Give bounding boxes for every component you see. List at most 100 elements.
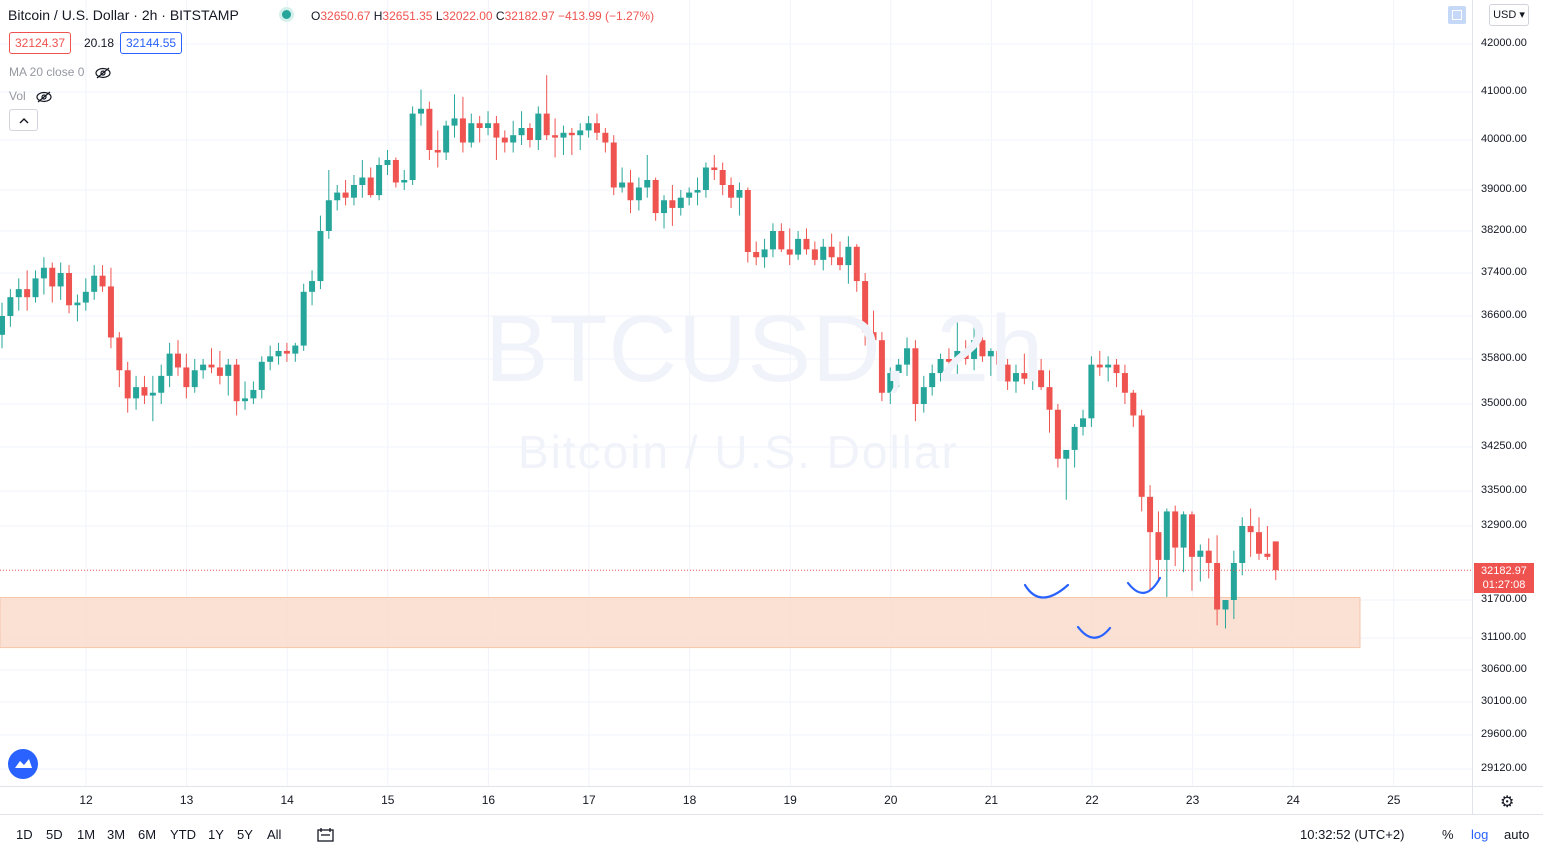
candle: [1230, 550, 1237, 619]
candle: [1188, 511, 1195, 591]
chevron-up-icon: [19, 117, 28, 124]
clock-timezone[interactable]: 10:32:52 (UTC+2): [1300, 827, 1405, 842]
candle: [166, 342, 173, 388]
candle: [929, 364, 936, 396]
range-button-6m[interactable]: 6M: [138, 827, 157, 842]
candle: [258, 356, 265, 399]
time-tick-label: 13: [179, 793, 194, 807]
candle: [401, 170, 408, 190]
candle: [342, 180, 349, 206]
range-button-1y[interactable]: 1Y: [208, 827, 224, 842]
candle: [158, 364, 165, 404]
candle: [300, 283, 307, 351]
candle: [878, 332, 885, 402]
candle: [1021, 353, 1028, 385]
fullscreen-icon[interactable]: [1448, 6, 1466, 24]
range-button-5d[interactable]: 5D: [46, 827, 63, 842]
candle: [761, 238, 768, 268]
annotation-arc: [1076, 625, 1112, 639]
candle: [459, 96, 466, 153]
candle: [267, 345, 274, 371]
candle: [1222, 600, 1229, 629]
candle: [82, 278, 89, 311]
goto-date-icon[interactable]: [317, 827, 334, 842]
candle: [820, 238, 827, 271]
candle: [216, 350, 223, 385]
time-tick-label: 21: [984, 793, 999, 807]
watermark-name: Bitcoin / U.S. Dollar: [518, 426, 959, 478]
candle: [275, 342, 282, 365]
time-tick-label: 19: [783, 793, 797, 807]
price-tick-label: 30600.00: [1481, 663, 1527, 675]
indicator-ma[interactable]: MA 20 close 0: [9, 65, 112, 79]
price-tick-label: 31700.00: [1481, 593, 1527, 605]
candle: [996, 342, 1003, 374]
candle: [334, 185, 341, 211]
indicator-vol[interactable]: Vol: [9, 89, 53, 103]
currency-selector[interactable]: USD ▾: [1489, 4, 1529, 26]
candle: [384, 150, 391, 175]
candle: [568, 128, 575, 155]
candle: [116, 332, 123, 388]
candle: [1088, 356, 1095, 427]
candle: [66, 265, 73, 314]
collapse-legend-button[interactable]: [9, 109, 38, 131]
candle: [1197, 544, 1204, 582]
candle: [250, 381, 257, 404]
candle: [526, 123, 533, 148]
candle: [292, 342, 299, 362]
candle: [635, 177, 642, 211]
candle: [0, 302, 5, 349]
auto-toggle[interactable]: auto: [1504, 827, 1530, 842]
candle: [40, 257, 47, 295]
price-tick-label: 29120.00: [1481, 762, 1527, 774]
eye-hidden-icon[interactable]: [35, 91, 53, 103]
candle: [837, 241, 843, 271]
candle: [376, 157, 383, 201]
time-tick-label: 24: [1286, 793, 1300, 807]
eye-hidden-icon[interactable]: [94, 67, 112, 79]
candle: [367, 167, 374, 198]
range-button-3m[interactable]: 3M: [107, 827, 126, 842]
candle: [870, 310, 877, 343]
watermark-symbol: BTCUSD, 2h: [485, 296, 1045, 402]
candle: [954, 321, 961, 376]
candle: [702, 162, 709, 198]
gear-icon[interactable]: ⚙: [1500, 794, 1515, 811]
annotations: [1023, 576, 1162, 639]
open-value: 32650.67: [320, 9, 371, 23]
candle: [736, 182, 743, 216]
close-value: 32182.97: [504, 9, 555, 23]
range-button-1d[interactable]: 1D: [16, 827, 33, 842]
range-button-1m[interactable]: 1M: [77, 827, 96, 842]
candle: [501, 130, 508, 153]
candle: [418, 89, 424, 126]
percent-toggle[interactable]: %: [1442, 827, 1454, 842]
candle: [57, 262, 64, 300]
candle: [141, 375, 148, 404]
symbol-title[interactable]: Bitcoin / U.S. Dollar · 2h · BITSTAMP: [8, 7, 239, 23]
time-tick-label: 25: [1387, 793, 1401, 807]
ask-price-button[interactable]: 32144.55: [120, 32, 183, 54]
candle: [1172, 505, 1179, 567]
bid-price-button[interactable]: 32124.37: [9, 32, 72, 54]
range-button-ytd[interactable]: YTD: [170, 827, 196, 842]
candle: [543, 75, 550, 140]
candle: [283, 342, 290, 362]
candle: [49, 262, 56, 303]
candle: [1247, 508, 1254, 557]
candle: [107, 267, 114, 349]
candle: [593, 113, 600, 140]
time-tick-label: 12: [79, 793, 93, 807]
candle: [183, 353, 190, 399]
log-toggle[interactable]: log: [1471, 827, 1489, 842]
candle: [560, 125, 567, 155]
range-button-all[interactable]: All: [267, 827, 282, 842]
candle: [912, 340, 919, 422]
current-price: 32182.97: [1481, 565, 1527, 577]
tradingview-logo-icon[interactable]: [8, 749, 38, 779]
candle: [1012, 364, 1019, 393]
candle: [133, 375, 140, 410]
range-button-5y[interactable]: 5Y: [237, 827, 253, 842]
